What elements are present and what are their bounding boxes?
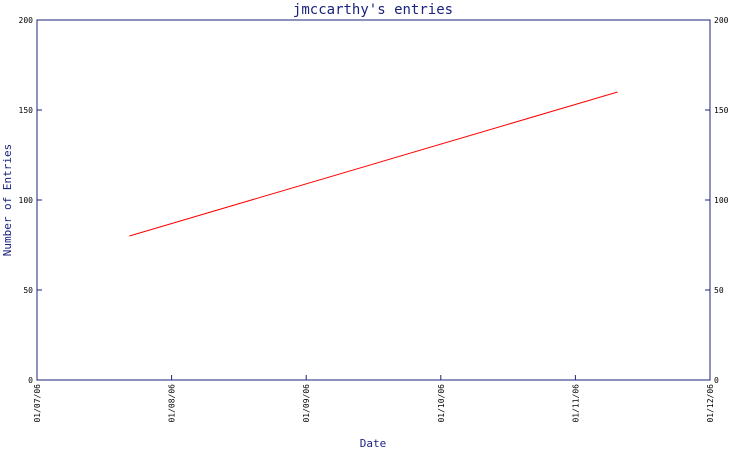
y-tick-label-right: 200: [714, 16, 729, 25]
y-tick-label-right: 100: [714, 196, 729, 205]
x-tick-label: 01/07/06: [33, 384, 42, 423]
x-axis-label: Date: [360, 437, 387, 450]
x-tick-label: 01/10/06: [437, 384, 446, 423]
series-layer: [129, 91, 618, 237]
y-axis-label: Number of Entries: [1, 144, 14, 257]
plot-area-frame: [36, 19, 711, 381]
y-tick-label-left: 200: [19, 16, 34, 25]
y-axis-left: 0 50 100 150 200: [19, 16, 42, 385]
chart-title: jmccarthy's entries: [293, 2, 453, 18]
y-tick-label-left: 50: [23, 286, 33, 295]
series-line: [129, 91, 618, 237]
x-tick-label: 01/11/06: [571, 384, 580, 423]
y-tick-label-right: 50: [714, 286, 724, 295]
x-axis: 01/07/06 01/08/06 01/09/06 01/10/06 01/11/06…: [33, 375, 715, 423]
y-tick-label-left: 0: [28, 376, 33, 385]
y-tick-label-left: 150: [19, 106, 34, 115]
y-axis-right: 0 50 100 150 200: [705, 16, 729, 385]
x-tick-label: 01/08/06: [168, 384, 177, 423]
y-tick-label-right: 150: [714, 106, 729, 115]
x-tick-label: 01/12/06: [706, 384, 715, 423]
y-tick-label-right: 0: [714, 376, 719, 385]
y-tick-label-left: 100: [19, 196, 34, 205]
x-tick-label: 01/09/06: [302, 384, 311, 423]
